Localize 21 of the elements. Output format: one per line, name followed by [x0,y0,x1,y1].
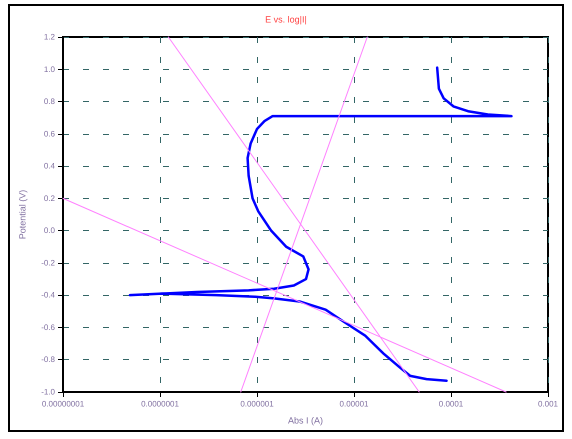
y-tick-label: -0.6 [41,322,56,332]
y-tick-label: 0.6 [44,129,56,138]
y-tick-label: 0.0 [44,226,56,236]
y-tick-label: 0.2 [44,194,56,203]
x-axis-title: Abs I (A) [288,416,324,426]
x-tick-label: 0.000001 [240,400,274,408]
y-tick-label: -0.8 [41,355,56,364]
y-tick-label: -1.0 [41,388,56,396]
x-tick-label: 0.0000001 [141,400,180,408]
chart-title: E vs. log|I| [265,14,307,24]
x-tick-label: 0.001 [538,400,559,408]
y-tick-label: 0.4 [44,162,56,171]
y-tick-label: 0.8 [44,97,56,106]
x-tick-label: 0.0001 [438,400,464,408]
x-tick-label: 0.00001 [340,400,370,408]
y-tick-label: 1.2 [44,32,56,42]
y-axis-title: Potential (V) [18,190,28,240]
y-tick-label: -0.2 [41,258,56,268]
y-tick-label: 1.0 [44,64,56,74]
y-tick-label: -0.4 [41,290,56,300]
x-tick-label: 0.00000001 [42,400,85,408]
